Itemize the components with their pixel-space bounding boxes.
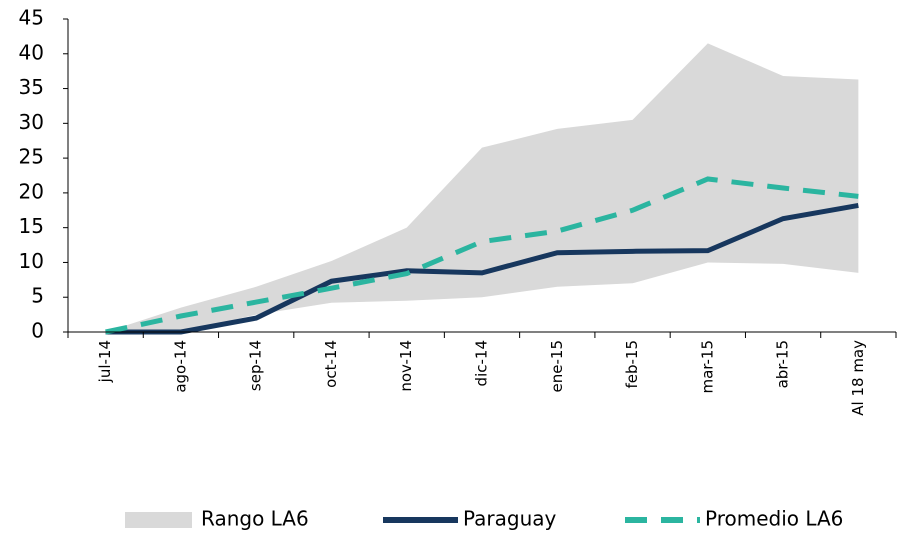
x-tick-label: feb-15 — [623, 340, 641, 389]
x-tick-label: ene-15 — [548, 340, 566, 392]
y-tick-label: 25 — [19, 145, 44, 169]
y-tick-label: 35 — [19, 75, 44, 99]
y-tick-label: 40 — [19, 40, 44, 64]
y-tick-label: 45 — [19, 6, 44, 30]
x-tick-label: mar-15 — [698, 340, 716, 394]
x-tick-label: ago-14 — [171, 340, 189, 393]
x-tick-label: oct-14 — [322, 340, 340, 388]
y-tick-label: 5 — [31, 284, 44, 308]
x-tick-label: jul-14 — [96, 340, 114, 383]
y-tick-label: 15 — [19, 214, 44, 238]
x-tick-label: nov-14 — [397, 340, 415, 392]
legend-label: Promedio LA6 — [705, 507, 843, 531]
y-tick-label: 20 — [19, 179, 44, 203]
y-tick-label: 30 — [19, 110, 44, 134]
legend-label: Paraguay — [463, 507, 557, 531]
y-tick-label: 0 — [31, 319, 44, 343]
legend-swatch — [125, 512, 192, 528]
line — [105, 176, 859, 335]
x-tick-label: sep-14 — [247, 340, 265, 391]
range-area — [105, 43, 859, 332]
x-tick-label: dic-14 — [473, 340, 491, 386]
y-tick-label: 10 — [19, 249, 44, 273]
line — [105, 202, 859, 335]
x-tick-label: abr-15 — [774, 340, 792, 388]
legend-label: Rango LA6 — [201, 507, 309, 531]
x-tick-label: Al 18 may — [849, 340, 867, 416]
